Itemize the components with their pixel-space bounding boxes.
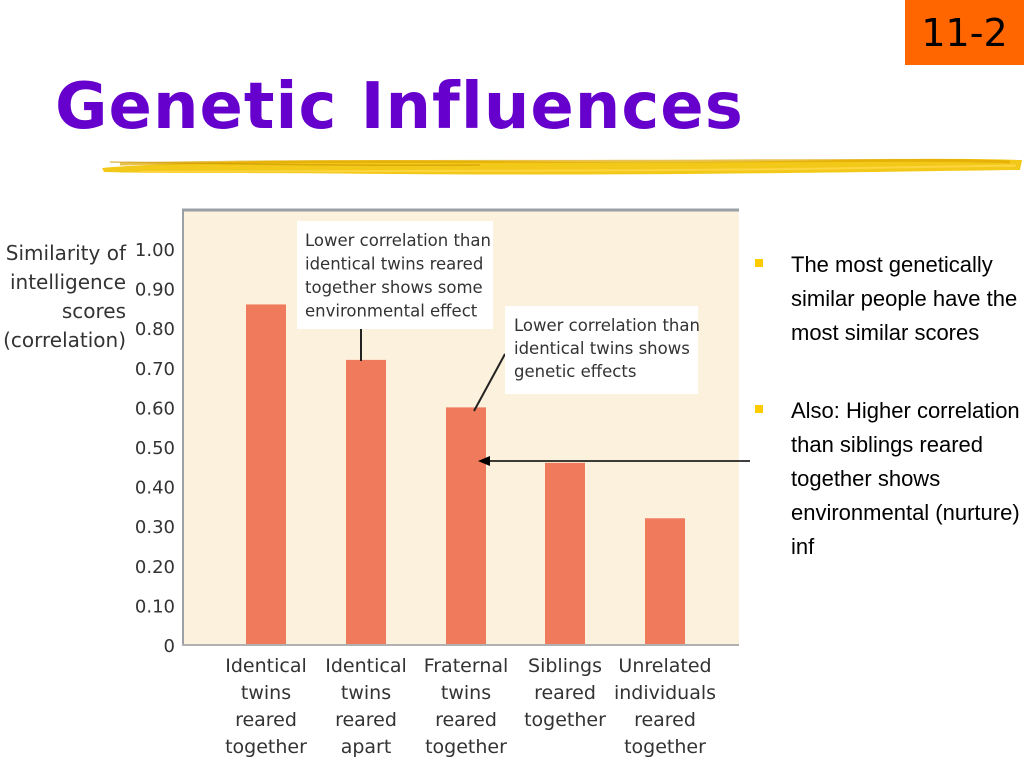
annotation-text: environmental effect xyxy=(305,302,478,321)
y-tick-label: 0.30 xyxy=(135,517,175,538)
x-category-label: Identical xyxy=(225,655,307,677)
x-category-label: Identical xyxy=(325,655,407,677)
x-category-label: reared xyxy=(534,682,596,704)
bars xyxy=(246,304,685,645)
bullet-item-1: The most genetically similar people have… xyxy=(755,248,1020,350)
y-axis-label-line: (correlation) xyxy=(3,328,126,352)
annotation-text: identical twins reared xyxy=(305,255,483,274)
annotation-box xyxy=(297,221,493,329)
x-category-label: reared xyxy=(335,709,397,731)
x-category-label: together xyxy=(425,736,507,758)
x-category-label: together xyxy=(624,736,706,758)
y-tick-label: 0.70 xyxy=(135,359,175,380)
y-axis-ticks: 0 0.10 0.20 0.30 0.40 0.50 0.60 0.70 0.80 0.90 1.0… xyxy=(135,240,175,657)
bullet-pointer-arrow xyxy=(478,456,750,466)
y-axis-label-line: Similarity of xyxy=(6,241,127,265)
x-category-label: reared xyxy=(634,709,696,731)
y-axis-label-line: scores xyxy=(62,299,126,323)
annotation-text: genetic effects xyxy=(514,362,636,381)
y-tick-label: 0.40 xyxy=(135,478,175,499)
bullet-text: The most genetically similar people have… xyxy=(791,252,1018,345)
y-axis-label-line: intelligence xyxy=(10,270,126,294)
annotations: Lower correlation than identical twins re… xyxy=(297,221,700,412)
x-category-label: apart xyxy=(341,736,392,758)
annotation-text: identical twins shows xyxy=(514,339,690,358)
x-category-label: reared xyxy=(235,709,297,731)
x-category-label: Unrelated xyxy=(618,655,711,677)
x-category-label: twins xyxy=(241,682,291,704)
bar xyxy=(346,359,386,645)
bullet-item-2: Also: Higher correlation than siblings r… xyxy=(755,394,1020,564)
bullet-marker-icon xyxy=(755,405,763,413)
bar xyxy=(446,407,486,645)
annotation-text: Lower correlation than xyxy=(514,316,700,335)
y-tick-label: 0.90 xyxy=(135,280,175,301)
y-tick-label: 0.50 xyxy=(135,438,175,459)
decorative-brush-stroke xyxy=(102,158,1022,175)
x-category-label: Siblings xyxy=(528,655,602,677)
x-category-label: together xyxy=(524,709,606,731)
correlation-bar-chart: Similarity of intelligence scores (correlat… xyxy=(3,208,750,758)
x-category-label: twins xyxy=(441,682,491,704)
y-tick-label: 0 xyxy=(164,636,175,657)
bullet-text: Also: Higher correlation than siblings r… xyxy=(791,398,1020,559)
bar xyxy=(246,304,286,645)
x-axis-categories: Identical twins reared together Identical twi… xyxy=(225,655,716,758)
slide-title: Genetic Influences xyxy=(55,70,744,144)
bullet-list: The most genetically similar people have… xyxy=(755,248,1020,608)
x-category-label: Fraternal xyxy=(424,655,509,677)
x-category-label: twins xyxy=(341,682,391,704)
y-tick-label: 0.20 xyxy=(135,557,175,578)
x-category-label: together xyxy=(225,736,307,758)
annotation-connector xyxy=(473,353,506,412)
annotation-box xyxy=(505,306,698,394)
bar xyxy=(645,518,685,645)
slide-number-badge: 11-2 xyxy=(905,0,1024,65)
annotation-text: together shows some xyxy=(305,278,483,297)
y-tick-label: 0.10 xyxy=(135,596,175,617)
y-axis-label: Similarity of intelligence scores (correlat… xyxy=(3,241,127,352)
arrow-head-icon xyxy=(478,456,490,466)
y-tick-label: 0.80 xyxy=(135,319,175,340)
x-category-label: reared xyxy=(435,709,497,731)
bar xyxy=(545,462,585,645)
y-tick-label: 0.60 xyxy=(135,398,175,419)
y-tick-label: 1.00 xyxy=(135,240,175,261)
annotation-text: Lower correlation than xyxy=(305,231,491,250)
bullet-marker-icon xyxy=(755,259,763,267)
x-category-label: individuals xyxy=(614,682,716,704)
